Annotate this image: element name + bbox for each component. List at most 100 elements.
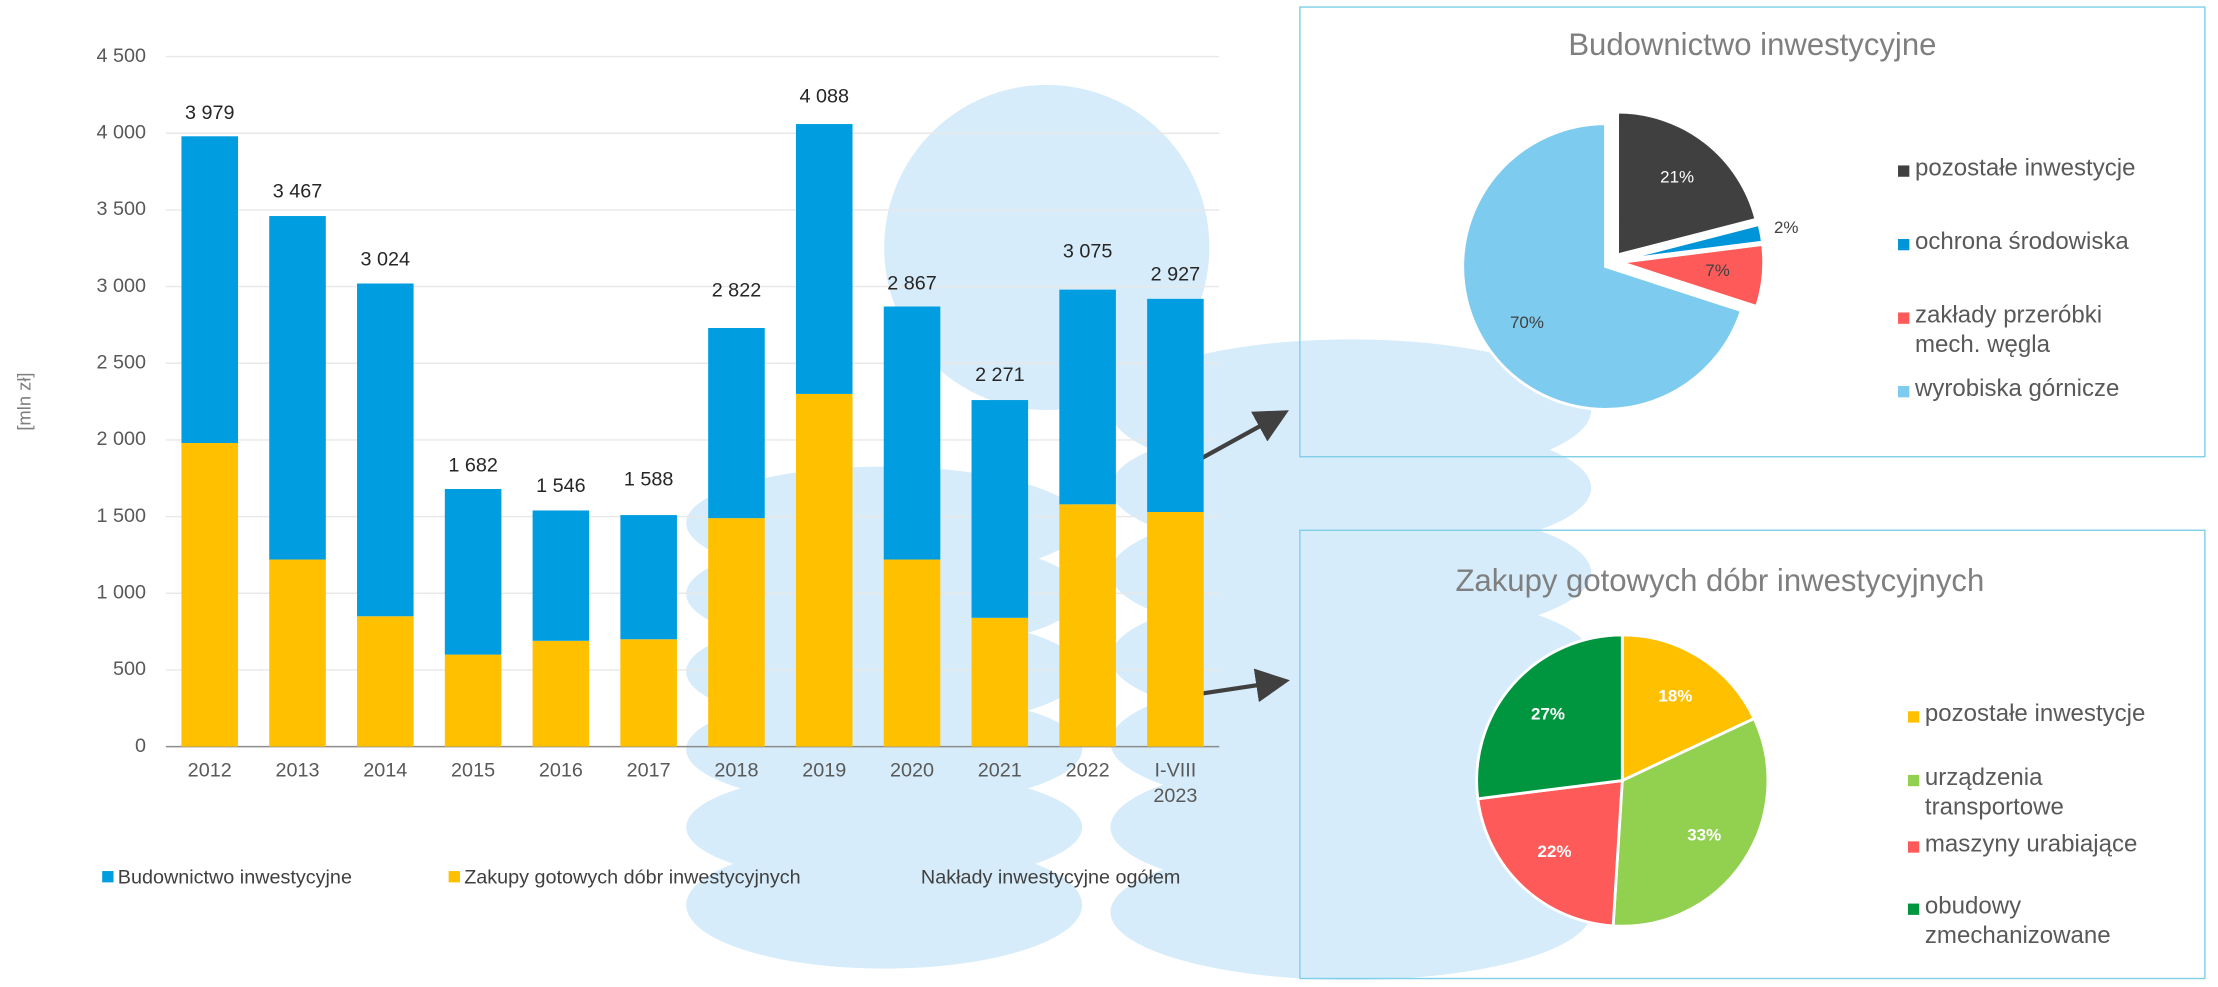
- x-tick-label-box: I-VIII 2023: [1153, 757, 1198, 806]
- legend-label: obudowy zmechanizowane: [1924, 892, 2111, 950]
- legend-label: zakłady przeróbki mech. węgla: [1915, 301, 2103, 359]
- bar-segment: [795, 393, 853, 747]
- pie-slice: [1620, 242, 1766, 309]
- bar-segment: [971, 400, 1029, 618]
- x-tick-label: 2019: [802, 757, 847, 781]
- legend-swatch: [1898, 312, 1910, 324]
- bar-segment: [620, 639, 677, 747]
- x-tick-label: I-VIII 2023: [1153, 757, 1198, 806]
- total-label: 3 075: [1063, 241, 1113, 263]
- bar-segment: [1059, 289, 1116, 505]
- y-tick-label: 3 500: [97, 198, 147, 220]
- pie-slice: [1611, 716, 1770, 928]
- bar-segment: [1147, 298, 1204, 512]
- legend-label-box: pozostałe inwestycje: [1915, 154, 2136, 181]
- y-tick-label: 500: [113, 658, 146, 680]
- pie-slice: [1476, 778, 1624, 928]
- pie-title: Zakupy gotowych dóbr inwestycyjnych: [1455, 563, 1984, 598]
- legend-swatch: [1898, 386, 1910, 398]
- x-tick-label: 2017: [626, 757, 671, 781]
- total-label: 3 467: [273, 181, 323, 203]
- legend-label: maszyny urabiające: [1924, 830, 2138, 857]
- y-axis-label: [mln zł]: [14, 372, 35, 430]
- x-tick-label-box: 2020: [890, 757, 935, 781]
- total-label: 2 271: [975, 364, 1025, 386]
- bar-segment: [971, 617, 1029, 747]
- total-label: 1 546: [536, 475, 586, 497]
- pie-slice: [1616, 110, 1758, 257]
- legend-label-box: zakłady przeróbki mech. węgla: [1915, 301, 2103, 359]
- total-label: 3 024: [361, 249, 411, 271]
- legend-label: Budownictwo inwestycyjne: [118, 866, 352, 888]
- x-tick-label: 2018: [714, 757, 759, 781]
- total-label: 2 822: [712, 279, 762, 301]
- pie-value-label: 18%: [1658, 686, 1692, 705]
- x-tick-label-box: 2012: [187, 757, 232, 781]
- legend-label-box: urządzenia transportowe: [1924, 763, 2064, 821]
- x-tick-label-box: 2015: [451, 758, 495, 781]
- x-tick-label-box: 2019: [802, 757, 847, 781]
- y-tick-label: 3 000: [97, 275, 147, 297]
- bar-segment: [269, 559, 326, 747]
- legend-label: Nakłady inwestycyjne ogółem: [921, 866, 1180, 888]
- pie-slice: [1620, 633, 1756, 783]
- y-tick-label: 1 500: [97, 505, 147, 527]
- x-tick-label-box: 2017: [626, 757, 671, 781]
- bar-segment: [620, 515, 677, 640]
- legend-swatch: [448, 871, 460, 883]
- x-tick-label-box: 2022: [1065, 757, 1110, 781]
- legend-label: urządzenia transportowe: [1924, 763, 2064, 821]
- pie-value-label: 33%: [1687, 826, 1721, 845]
- legend-swatch: [1907, 903, 1920, 915]
- legend-label: pozostałe inwestycje: [1915, 154, 2136, 181]
- legend-swatch: [102, 871, 114, 883]
- x-tick-label-box: 2021: [977, 757, 1022, 781]
- x-tick-label: 2020: [890, 757, 935, 781]
- pie-slice: [1475, 633, 1624, 801]
- x-tick-label: 2013: [275, 757, 320, 781]
- legend-swatch: [1907, 841, 1920, 853]
- x-tick-label: 2014: [363, 757, 408, 781]
- pie-value-label: 2%: [1774, 218, 1799, 237]
- x-tick-label-box: 2014: [363, 757, 408, 781]
- pie-slice: [1461, 122, 1744, 411]
- bar-segment: [708, 518, 765, 747]
- pie-frame: [1299, 529, 2206, 980]
- x-tick-label-box: 2018: [714, 757, 759, 781]
- y-tick-label: 2 000: [97, 428, 147, 450]
- y-tick-label: 2 500: [97, 351, 147, 373]
- pie-value-label: 22%: [1538, 842, 1572, 861]
- x-tick-label-box: 2016: [539, 758, 583, 781]
- total-label: 1 588: [624, 469, 674, 491]
- legend-swatch: [1898, 165, 1910, 177]
- y-tick-label: 4 500: [97, 45, 147, 67]
- x-tick-label: 2021: [977, 757, 1022, 781]
- legend-swatch: [1898, 238, 1910, 251]
- bar-segment: [181, 136, 239, 443]
- pie-title: Budownictwo inwestycyjne: [1568, 27, 1936, 62]
- total-label: 2 927: [1151, 263, 1201, 285]
- total-label: 2 867: [887, 273, 937, 295]
- pie-value-label: 21%: [1660, 168, 1694, 187]
- bar-segment: [532, 640, 590, 747]
- x-tick-label-box: 2013: [275, 757, 320, 781]
- legend-label: pozostałe inwestycje: [1924, 699, 2146, 727]
- x-tick-label: 2012: [187, 757, 232, 781]
- y-tick-label: 1 000: [97, 582, 147, 604]
- bar-segment: [1147, 511, 1204, 747]
- bar-segment: [708, 327, 765, 519]
- total-label: 3 979: [185, 102, 235, 124]
- bar-segment: [883, 306, 941, 560]
- pie-frame: [1299, 6, 2206, 458]
- bar-segment: [357, 283, 414, 617]
- total-label: 1 682: [448, 454, 498, 476]
- bar-segment: [269, 216, 326, 560]
- legend-label-box: wyrobiska górnicze: [1915, 375, 2119, 402]
- pie-slice: [1620, 222, 1765, 262]
- legend-label-box: ochrona środowiska: [1915, 228, 2129, 255]
- y-tick-label: 4 000: [97, 121, 147, 143]
- x-tick-label: 2022: [1065, 757, 1110, 781]
- total-label: 4 088: [799, 85, 849, 107]
- legend-label-box: maszyny urabiające: [1924, 830, 2138, 857]
- y-tick-label: 0: [135, 735, 146, 757]
